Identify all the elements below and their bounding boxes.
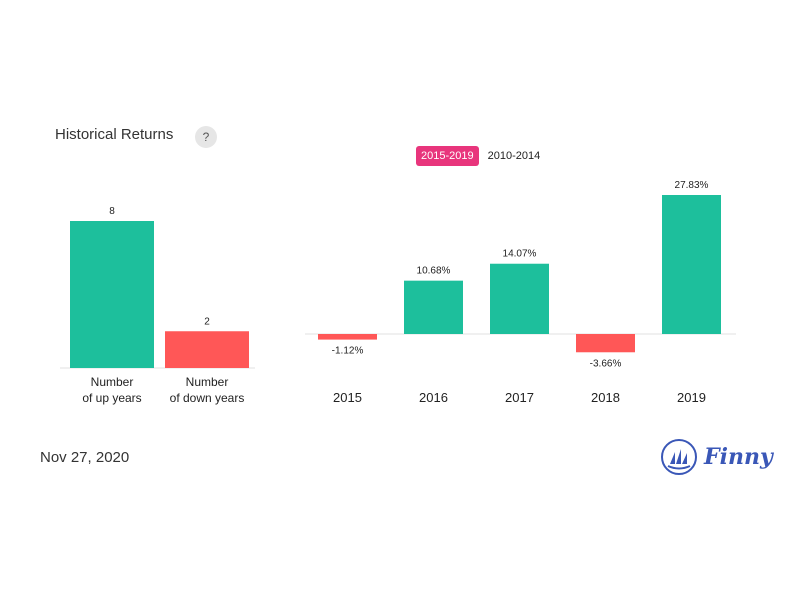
bar (404, 280, 463, 334)
tab-2015-2019[interactable]: 2015-2019 (416, 146, 479, 166)
brand-name: Finny (704, 444, 773, 470)
finny-logo[interactable]: Finny (660, 438, 773, 476)
help-icon[interactable]: ? (195, 126, 217, 148)
as-of-date: Nov 27, 2020 (40, 449, 130, 466)
x-tick-label: 2016 (419, 390, 448, 405)
bar-value-label: 10.68% (417, 266, 451, 277)
category-label: of up years (82, 391, 141, 405)
bar-value-label: -1.12% (332, 346, 364, 357)
bar-value-label: 8 (109, 206, 115, 217)
bar-value-label: -3.66% (590, 358, 622, 369)
category-label: Number (186, 375, 229, 389)
bar-value-label: 14.07% (503, 249, 537, 260)
bar (662, 195, 721, 334)
x-tick-label: 2018 (591, 390, 620, 405)
bar (490, 263, 549, 334)
bar (70, 221, 154, 368)
bar (318, 334, 377, 340)
category-label: of down years (170, 391, 245, 405)
bar-value-label: 27.83% (675, 180, 709, 191)
chart-title: Historical Returns (55, 126, 174, 143)
sailboat-logo-icon (661, 439, 697, 475)
period-tabs: 2015-2019 2010-2014 (416, 146, 545, 166)
bar (165, 331, 249, 368)
bar (576, 334, 635, 353)
bar-value-label: 2 (204, 316, 210, 327)
category-label: Number (91, 375, 134, 389)
tab-2010-2014[interactable]: 2010-2014 (487, 150, 541, 162)
x-tick-label: 2019 (677, 390, 706, 405)
x-tick-label: 2015 (333, 390, 362, 405)
x-tick-label: 2017 (505, 390, 534, 405)
